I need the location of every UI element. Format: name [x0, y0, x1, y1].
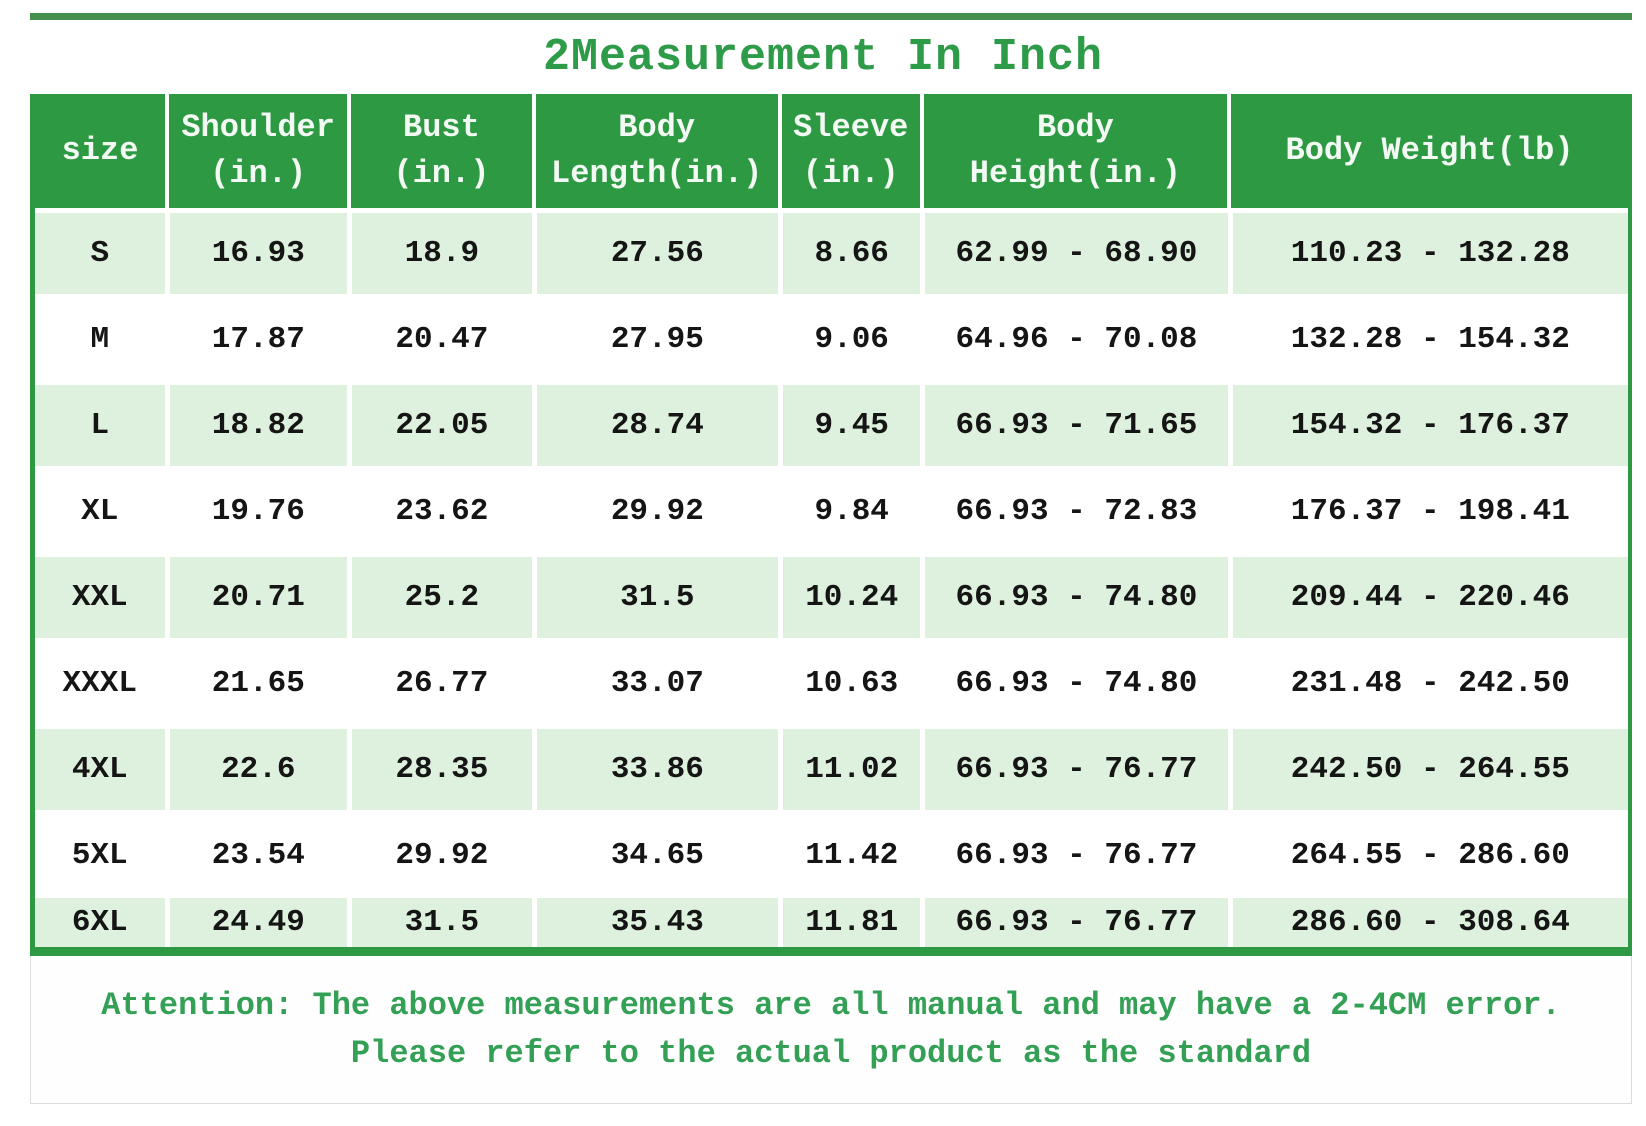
table-cell: 22.6	[169, 729, 348, 810]
table-cell: 62.99 - 68.90	[925, 213, 1228, 294]
table-cell: 11.02	[783, 729, 921, 810]
table-row-5xl: 5XL 23.54 29.92 34.65 11.42 66.93 - 76.7…	[35, 810, 1628, 896]
table-cell: 286.60 - 308.64	[1232, 898, 1628, 947]
attention-line-2: Please refer to the actual product as th…	[350, 1034, 1312, 1072]
table-cell: 9.45	[783, 385, 921, 466]
table-bottom-rule	[30, 947, 1632, 956]
table-cell: 64.96 - 70.08	[925, 299, 1228, 380]
table-row-s: S 16.93 18.9 27.56 8.66 62.99 - 68.90 11…	[35, 208, 1628, 294]
table-cell: 23.62	[352, 471, 532, 552]
table-cell: 28.35	[352, 729, 532, 810]
page-title: 2Measurement In Inch	[542, 31, 1104, 83]
table-row-xl: XL 19.76 23.62 29.92 9.84 66.93 - 72.83 …	[35, 466, 1628, 552]
table-cell: 231.48 - 242.50	[1232, 643, 1628, 724]
table-cell: 29.92	[352, 815, 532, 896]
header-bust: Bust (in.)	[351, 94, 532, 208]
table-cell: 27.56	[536, 213, 779, 294]
table-cell: XXL	[35, 557, 165, 638]
table-cell: 18.82	[169, 385, 348, 466]
header-body-length: Body Length(in.)	[535, 94, 778, 208]
table-cell: 27.95	[536, 299, 779, 380]
table-cell: 33.86	[536, 729, 779, 810]
table-row-xxxl: XXXL 21.65 26.77 33.07 10.63 66.93 - 74.…	[35, 638, 1628, 724]
table-cell: 66.93 - 72.83	[925, 471, 1228, 552]
table-cell: 28.74	[536, 385, 779, 466]
table-cell: 8.66	[783, 213, 921, 294]
table-cell: 66.93 - 74.80	[925, 557, 1228, 638]
table-cell: 20.47	[352, 299, 532, 380]
table-row-4xl: 4XL 22.6 28.35 33.86 11.02 66.93 - 76.77…	[35, 724, 1628, 810]
table-cell: 35.43	[536, 898, 779, 947]
size-table: size Shoulder (in.) Bust (in.) Body Leng…	[30, 94, 1632, 947]
header-body-weight: Body Weight(lb)	[1231, 94, 1628, 208]
table-cell: 242.50 - 264.55	[1232, 729, 1628, 810]
table-cell: 5XL	[35, 815, 165, 896]
table-cell: 66.93 - 71.65	[925, 385, 1228, 466]
table-cell: 26.77	[352, 643, 532, 724]
table-cell: 4XL	[35, 729, 165, 810]
header-sleeve: Sleeve (in.)	[781, 94, 920, 208]
attention-line-1: Attention: The above measurements are al…	[101, 986, 1561, 1024]
table-row-l: L 18.82 22.05 28.74 9.45 66.93 - 71.65 1…	[35, 380, 1628, 466]
table-cell: 33.07	[536, 643, 779, 724]
table-cell: XL	[35, 471, 165, 552]
top-rule	[30, 13, 1632, 20]
table-cell: 19.76	[169, 471, 348, 552]
table-cell: 29.92	[536, 471, 779, 552]
size-chart-page: 2Measurement In Inch size Shoulder (in.)…	[0, 13, 1646, 1126]
table-cell: 66.93 - 76.77	[925, 815, 1228, 896]
table-cell: 6XL	[35, 898, 165, 947]
table-cell: 9.84	[783, 471, 921, 552]
header-shoulder: Shoulder (in.)	[169, 94, 348, 208]
table-cell: 24.49	[169, 898, 348, 947]
table-row-xxl: XXL 20.71 25.2 31.5 10.24 66.93 - 74.80 …	[35, 552, 1628, 638]
table-cell: XXXL	[35, 643, 165, 724]
table-cell: 264.55 - 286.60	[1232, 815, 1628, 896]
table-cell: 110.23 - 132.28	[1232, 213, 1628, 294]
table-row-m: M 17.87 20.47 27.95 9.06 64.96 - 70.08 1…	[35, 294, 1628, 380]
table-cell: 31.5	[536, 557, 779, 638]
header-body-height: Body Height(in.)	[923, 94, 1228, 208]
table-cell: 11.42	[783, 815, 921, 896]
attention-note: Attention: The above measurements are al…	[30, 956, 1632, 1104]
table-cell: 31.5	[352, 898, 532, 947]
table-cell: 66.93 - 74.80	[925, 643, 1228, 724]
header-size: size	[35, 94, 165, 208]
table-row-6xl: 6XL 24.49 31.5 35.43 11.81 66.93 - 76.77…	[35, 896, 1628, 947]
table-cell: 209.44 - 220.46	[1232, 557, 1628, 638]
table-cell: 22.05	[352, 385, 532, 466]
table-cell: 154.32 - 176.37	[1232, 385, 1628, 466]
table-cell: 10.24	[783, 557, 921, 638]
table-cell: 9.06	[783, 299, 921, 380]
table-cell: S	[35, 213, 165, 294]
table-cell: 16.93	[169, 213, 348, 294]
table-cell: 34.65	[536, 815, 779, 896]
table-cell: 25.2	[352, 557, 532, 638]
table-cell: 11.81	[783, 898, 921, 947]
table-header-row: size Shoulder (in.) Bust (in.) Body Leng…	[35, 94, 1628, 208]
table-cell: 66.93 - 76.77	[925, 729, 1228, 810]
table-cell: L	[35, 385, 165, 466]
table-cell: 132.28 - 154.32	[1232, 299, 1628, 380]
table-cell: 176.37 - 198.41	[1232, 471, 1628, 552]
table-cell: 21.65	[169, 643, 348, 724]
table-cell: 66.93 - 76.77	[925, 898, 1228, 947]
table-cell: 10.63	[783, 643, 921, 724]
table-cell: 18.9	[352, 213, 532, 294]
table-cell: 20.71	[169, 557, 348, 638]
table-cell: 23.54	[169, 815, 348, 896]
table-cell: 17.87	[169, 299, 348, 380]
table-cell: M	[35, 299, 165, 380]
